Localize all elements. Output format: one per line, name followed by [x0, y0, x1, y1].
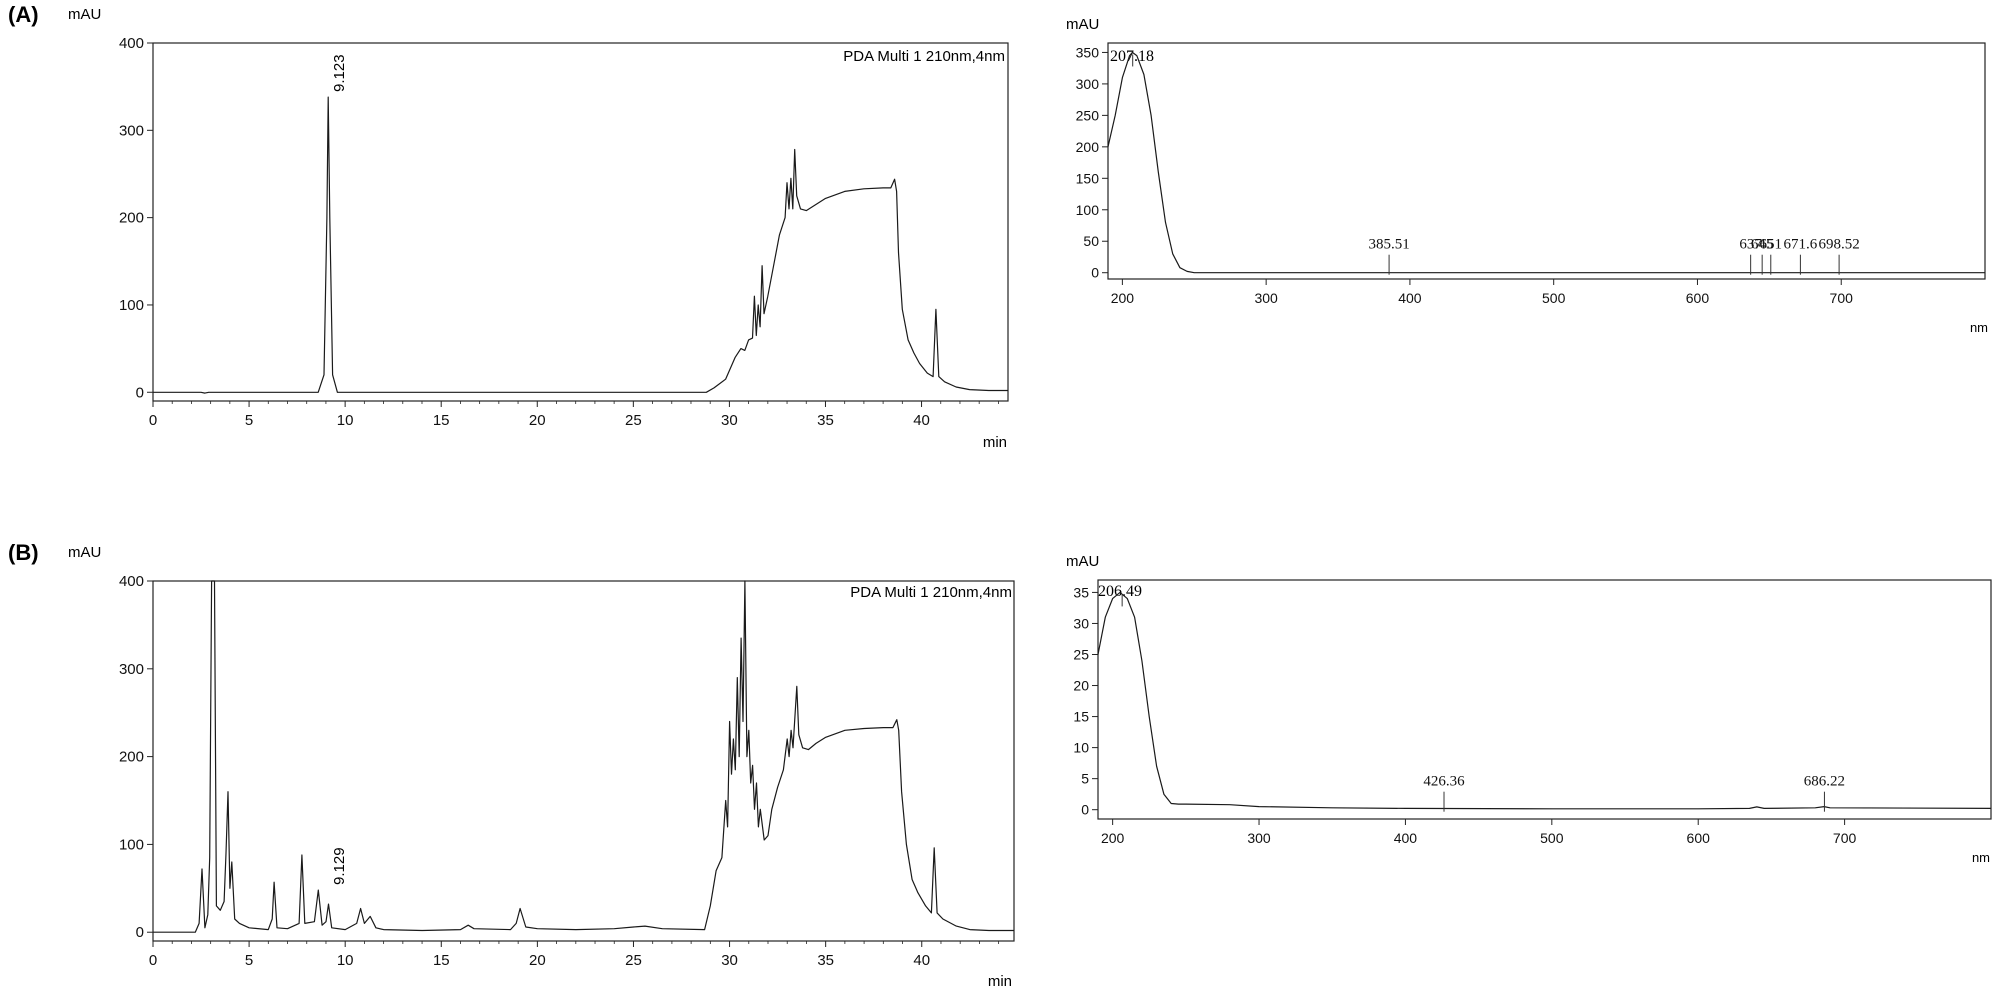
specA-marker-label: 385.51 [1368, 237, 1409, 253]
specA-marker-label: 671.6 [1784, 237, 1818, 253]
chromB-y-tick-label: 400 [119, 573, 144, 590]
specA-y-tick-label: 200 [1076, 139, 1100, 155]
chromB-y-tick-label: 200 [119, 749, 144, 766]
chromA-x-tick-label: 10 [337, 412, 354, 429]
chromA-y-tick-label: 300 [119, 122, 144, 139]
chromatogram-a: mAU min PDA Multi 1 210nm,4nm 9.123 0 5 10… [68, 6, 1009, 451]
specB-y-tick-label: 25 [1073, 646, 1089, 662]
specA-marker-label: 637 [1739, 237, 1762, 253]
chromB-x-tick-label: 10 [337, 952, 354, 969]
specB-x-tick-label: 200 [1101, 830, 1125, 846]
chromA-x-tick-label: 40 [913, 412, 930, 429]
specB-x-tick-label: 400 [1394, 830, 1418, 846]
panel-label-b: (B) [8, 540, 39, 565]
chromatogram-b-method-label: PDA Multi 1 210nm,4nm [850, 584, 1012, 601]
specA-marker-label: 651 [1760, 237, 1783, 253]
specB-x-tick-label: 300 [1247, 830, 1271, 846]
spectrum-b-max-label: 206.49 [1098, 583, 1142, 600]
specA-y-tick-label: 300 [1076, 76, 1100, 92]
specB-y-tick-label: 10 [1073, 740, 1089, 756]
chromB-x-tick-label: 35 [817, 952, 834, 969]
specB-y-tick-label: 5 [1081, 771, 1089, 787]
chromB-x-tick-label: 40 [913, 952, 930, 969]
chromatogram-b: mAU min PDA Multi 1 210nm,4nm 9.129 0 5 10… [68, 544, 1015, 989]
specA-x-tick-label: 400 [1398, 290, 1422, 306]
specB-x-tick-label: 500 [1540, 830, 1564, 846]
chromA-y-tick-label: 400 [119, 35, 144, 52]
specA-y-tick-label: 350 [1076, 44, 1100, 60]
specA-marker-label: 698.52 [1818, 237, 1859, 253]
chromA-y-tick-label: 100 [119, 297, 144, 314]
specB-y-tick-label: 20 [1073, 678, 1089, 694]
chromB-y-tick-label: 0 [136, 924, 144, 941]
chromA-x-tick-label: 25 [625, 412, 642, 429]
specB-y-tick-label: 0 [1081, 802, 1089, 818]
specB-y-tick-label: 30 [1073, 615, 1089, 631]
chromatogram-a-method-label: PDA Multi 1 210nm,4nm [843, 48, 1005, 65]
chromatogram-b-peak-label: 9.129 [331, 847, 348, 885]
chromA-x-tick-label: 5 [245, 412, 253, 429]
specB-x-tick-label: 700 [1833, 830, 1857, 846]
specA-y-tick-label: 0 [1091, 265, 1099, 281]
chromB-x-tick-label: 25 [625, 952, 642, 969]
specA-y-tick-label: 100 [1076, 202, 1100, 218]
specA-marker-label: 645 [1751, 237, 1774, 253]
chromB-x-tick-label: 5 [245, 952, 253, 969]
chromA-x-tick-label: 30 [721, 412, 738, 429]
chromB-x-tick-label: 30 [721, 952, 738, 969]
specA-plot-frame [1107, 42, 1986, 280]
specB-marker-label: 426.36 [1423, 774, 1465, 790]
spectrum-a-max-label: 207.18 [1110, 48, 1154, 65]
chromB-x-tick-label: 20 [529, 952, 546, 969]
chromB-y-tick-label: 300 [119, 661, 144, 678]
specB-plot-frame [1097, 579, 1992, 820]
spectrum-a: mAU nm 207.18 200 300 400 500 600 700 0 50 100 15… [1066, 16, 1988, 335]
chromB-y-tick-label: 100 [119, 836, 144, 853]
chromA-y-tick-label: 0 [136, 384, 144, 401]
specA-x-tick-label: 200 [1111, 290, 1135, 306]
specB-y-tick-label: 15 [1073, 709, 1089, 725]
chromB-plot-frame [152, 580, 1015, 942]
chromatogram-b-x-unit: min [988, 973, 1012, 989]
specA-x-tick-label: 300 [1254, 290, 1278, 306]
spectrum-b-x-unit: nm [1972, 850, 1990, 865]
chromB-x-tick-label: 15 [433, 952, 450, 969]
specB-y-tick-label: 35 [1073, 584, 1089, 600]
chromA-x-tick-label: 35 [817, 412, 834, 429]
specA-series-line [1107, 51, 1985, 274]
specA-y-tick-label: 250 [1076, 107, 1100, 123]
chromA-plot-frame [152, 42, 1009, 402]
spectrum-b-y-unit: mAU [1066, 553, 1099, 570]
chromatogram-a-peak-label: 9.123 [331, 54, 348, 92]
specA-y-tick-label: 50 [1083, 233, 1099, 249]
chromA-series-line [153, 96, 1008, 394]
specA-x-tick-label: 500 [1542, 290, 1566, 306]
specA-x-tick-label: 700 [1830, 290, 1854, 306]
chromA-x-tick-label: 0 [149, 412, 157, 429]
specB-series-line [1097, 591, 1992, 810]
chromatogram-b-y-unit: mAU [68, 544, 101, 561]
chromB-x-tick-label: 0 [149, 952, 157, 969]
chromA-x-tick-label: 20 [529, 412, 546, 429]
specB-x-tick-label: 600 [1687, 830, 1711, 846]
spectrum-a-x-unit: nm [1970, 320, 1988, 335]
spectrum-b: mAU nm 206.49 200 300 400 500 600 700 0 5 10 15 20… [1066, 553, 1992, 865]
panel-label-a: (A) [8, 2, 39, 27]
chromA-x-tick-label: 15 [433, 412, 450, 429]
spectrum-a-y-unit: mAU [1066, 16, 1099, 33]
chromB-series-line [153, 580, 1014, 933]
chromatogram-a-x-unit: min [983, 434, 1007, 451]
chromA-y-tick-label: 200 [119, 210, 144, 227]
specB-marker-label: 686.22 [1804, 774, 1845, 790]
specA-x-tick-label: 600 [1686, 290, 1710, 306]
specA-y-tick-label: 150 [1076, 170, 1100, 186]
chromatogram-a-y-unit: mAU [68, 6, 101, 23]
